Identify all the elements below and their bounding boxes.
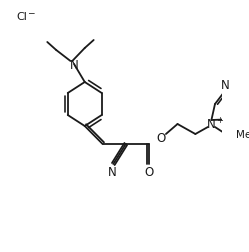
Text: O: O: [144, 165, 154, 178]
Text: Me: Me: [236, 130, 249, 139]
Text: Cl: Cl: [16, 12, 27, 22]
Text: +: +: [216, 115, 223, 124]
Text: −: −: [27, 9, 34, 17]
Text: O: O: [157, 132, 166, 145]
Text: N: N: [207, 118, 216, 131]
Text: N: N: [108, 165, 117, 178]
Text: N: N: [221, 78, 230, 91]
Text: N: N: [70, 58, 78, 71]
